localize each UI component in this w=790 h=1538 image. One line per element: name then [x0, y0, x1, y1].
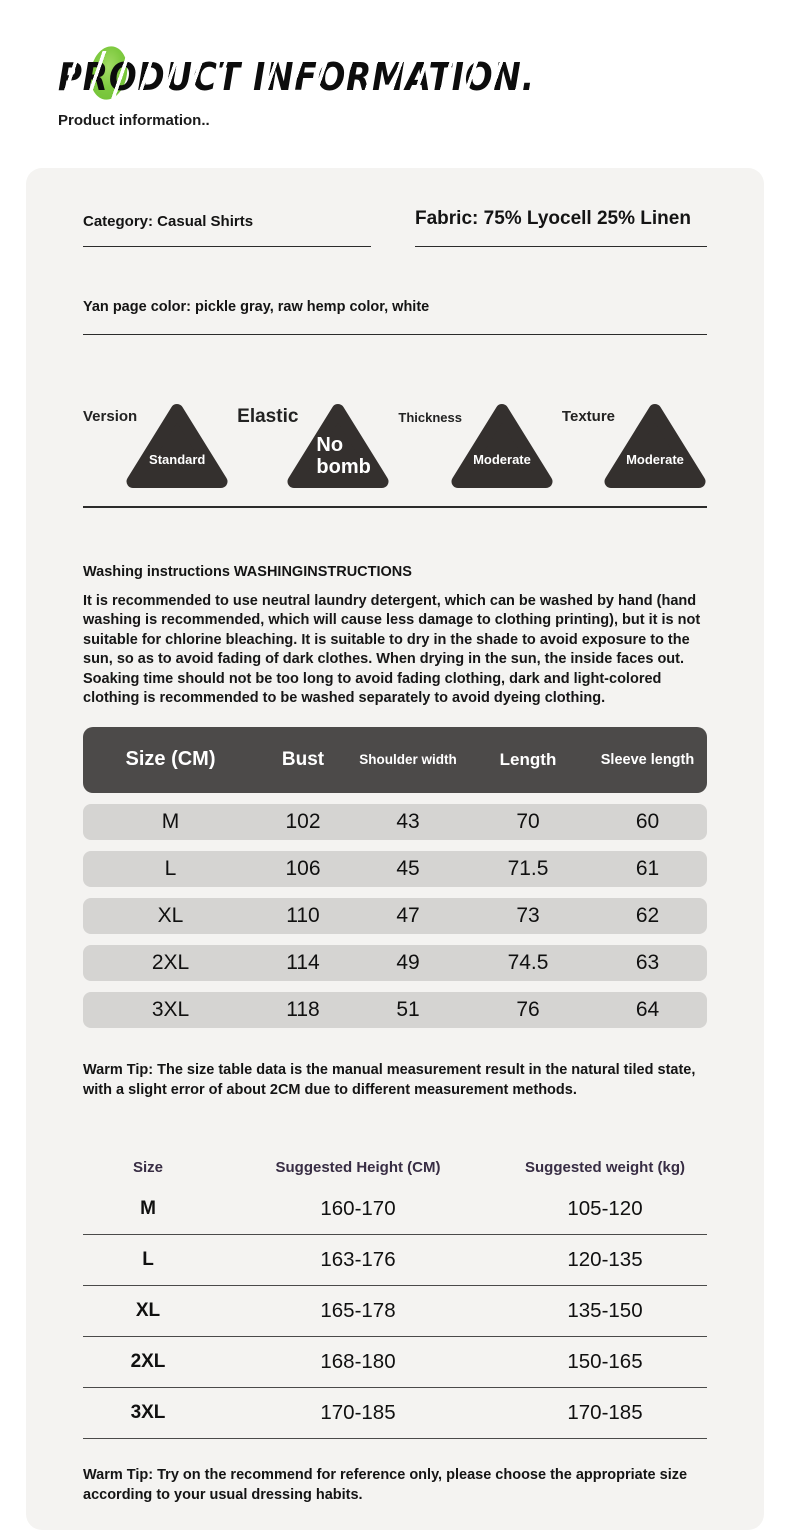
size-table: Size (CM) Bust Shoulder width Length Sle…	[83, 726, 707, 1028]
table-cell: 62	[635, 903, 660, 927]
attribute-label: Elastic	[237, 406, 299, 427]
attribute-version: Version Standard	[83, 398, 229, 490]
table-cell: 114	[286, 950, 320, 974]
table-cell: 60	[635, 809, 660, 833]
header-cell: Length	[499, 749, 557, 769]
attribute-label: Thickness	[398, 410, 462, 425]
header-cell: Shoulder width	[359, 751, 457, 767]
spec-row: Category: Casual Shirts Fabric: 75% Lyoc…	[83, 208, 707, 247]
header-cell: Size (CM)	[125, 748, 216, 771]
table-cell: 170-185	[567, 1401, 643, 1425]
table-cell: 2XL	[130, 1351, 166, 1373]
table-cell: 163-176	[320, 1248, 396, 1272]
table-cell: 170-185	[320, 1401, 396, 1425]
header-cell: Size	[132, 1158, 163, 1176]
triangle-icon: Moderate	[603, 398, 707, 490]
color-note: Yan page color: pickle gray, raw hemp co…	[83, 299, 707, 335]
table-row: M 160-170 105-120	[83, 1184, 707, 1236]
table-cell: 3XL	[151, 997, 190, 1021]
table-cell: 160-170	[320, 1197, 396, 1221]
washing-section: Washing instructions WASHINGINSTRUCTIONS…	[83, 564, 707, 709]
page-subtitle: Product information..	[58, 112, 210, 129]
header-cell: Sleeve length	[600, 751, 695, 768]
attribute-value: Moderate	[626, 451, 684, 467]
header-cell: Suggested weight (kg)	[524, 1158, 685, 1176]
header-cell: Suggested Height (CM)	[275, 1158, 441, 1176]
table-cell: 70	[516, 809, 540, 833]
attribute-value: Moderate	[473, 451, 531, 467]
category-label: Category: Casual Shirts	[83, 213, 371, 247]
table-cell: 61	[635, 856, 660, 880]
warm-tip-fit: Warm Tip: Try on the recommend for refer…	[83, 1467, 688, 1504]
table-cell: 49	[396, 950, 420, 974]
table-cell: 3XL	[130, 1402, 166, 1424]
table-cell: 120-135	[567, 1248, 643, 1272]
table-cell: 2XL	[151, 950, 190, 974]
table-cell: 168-180	[320, 1350, 396, 1374]
attribute-value: Standard	[149, 451, 206, 467]
attribute-value: No bomb	[316, 434, 371, 478]
table-row: XL 110 47 73 62	[83, 897, 707, 934]
table-row: L 163-176 120-135	[83, 1235, 707, 1287]
attribute-label: Texture	[561, 408, 615, 425]
table-cell: 106	[285, 856, 321, 880]
table-cell: XL	[135, 1300, 161, 1322]
table-cell: L	[164, 856, 177, 880]
attribute-texture: Texture Moderate	[562, 398, 707, 490]
table-cell: 51	[396, 997, 420, 1021]
table-cell: 73	[516, 903, 540, 927]
header-cell: Bust	[281, 748, 325, 770]
table-cell: 118	[286, 997, 320, 1021]
size-table-header: Size (CM) Bust Shoulder width Length Sle…	[83, 726, 707, 793]
table-cell: 71.5	[507, 856, 549, 880]
attribute-triangles: Version Standard Elastic No bomb Thickne…	[83, 398, 707, 490]
table-cell: 76	[516, 997, 540, 1021]
page-title: PRODUCT INFORMATION.	[58, 55, 535, 99]
table-cell: 135-150	[567, 1299, 643, 1323]
table-cell: 64	[635, 997, 660, 1021]
attribute-label: Version	[83, 408, 138, 425]
table-cell: 63	[635, 950, 660, 974]
triangle-icon: Standard	[125, 398, 229, 490]
triangle-icon: No bomb	[286, 398, 390, 490]
product-info-card: Category: Casual Shirts Fabric: 75% Lyoc…	[26, 168, 764, 1530]
table-row: 3XL 170-185 170-185	[83, 1388, 707, 1440]
triangle-icon: Moderate	[450, 398, 554, 490]
fit-table: Size Suggested Height (CM) Suggested wei…	[83, 1150, 707, 1440]
table-cell: 45	[396, 856, 420, 880]
table-cell: XL	[157, 903, 184, 927]
table-row: 3XL 118 51 76 64	[83, 991, 707, 1028]
attribute-thickness: Thickness Moderate	[398, 398, 554, 490]
table-cell: 165-178	[320, 1299, 396, 1323]
fit-table-header: Size Suggested Height (CM) Suggested wei…	[83, 1150, 707, 1184]
warm-tip-measurement: Warm Tip: The size table data is the man…	[83, 1061, 696, 1098]
table-cell: 74.5	[507, 950, 549, 974]
table-row: XL 165-178 135-150	[83, 1286, 707, 1338]
table-cell: 105-120	[567, 1197, 643, 1221]
table-cell: L	[142, 1249, 154, 1271]
table-row: 2XL 168-180 150-165	[83, 1337, 707, 1389]
table-cell: M	[161, 809, 180, 833]
table-row: L 106 45 71.5 61	[83, 850, 707, 887]
table-cell: 150-165	[567, 1350, 643, 1374]
washing-body: It is recommended to use neutral laundry…	[83, 593, 701, 707]
page-header: PRODUCT INFORMATION. Product information…	[0, 0, 790, 130]
table-cell: 110	[286, 903, 320, 927]
washing-heading: Washing instructions WASHINGINSTRUCTIONS	[83, 564, 412, 580]
table-cell: 102	[285, 809, 321, 833]
table-cell: M	[140, 1198, 156, 1220]
table-row: M 102 43 70 60	[83, 803, 707, 840]
table-cell: 47	[396, 903, 420, 927]
table-row: 2XL 114 49 74.5 63	[83, 944, 707, 981]
divider	[83, 506, 707, 508]
attribute-elastic: Elastic No bomb	[237, 398, 390, 490]
fabric-label: Fabric: 75% Lyocell 25% Linen	[415, 208, 707, 247]
title-block: PRODUCT INFORMATION.	[56, 41, 537, 105]
table-cell: 43	[396, 809, 420, 833]
